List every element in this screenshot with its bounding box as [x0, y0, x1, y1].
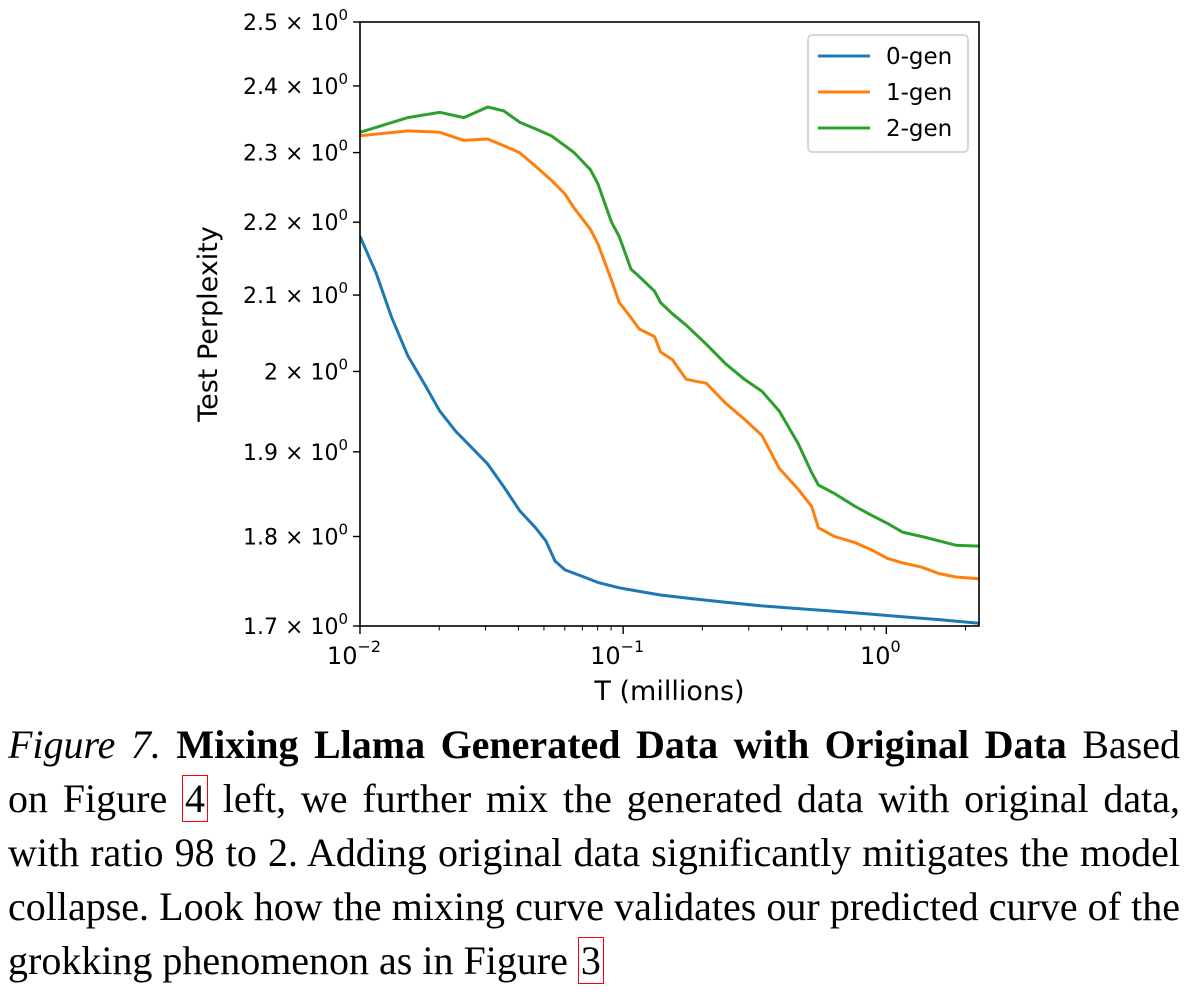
series-line-2-gen — [360, 105, 979, 548]
legend-label-0-gen: 0-gen — [886, 44, 952, 70]
figure-ref-link[interactable]: 4 — [182, 775, 209, 822]
x-tick-label: 100 — [860, 637, 901, 670]
figure-chart: 1.7 × 100 1.8 × 100 1.9 × 100 2 × 100 2.1 × … — [193, 6, 980, 707]
legend: 0-gen 1-gen 2-gen — [807, 34, 969, 153]
y-tick-label: 2.4 × 100 — [243, 70, 348, 100]
figure-caption: Figure 7. Mixing Llama Generated Data wi… — [8, 718, 1180, 988]
figure-title: Mixing Llama Generated Data with Origina… — [176, 722, 1067, 767]
caption-text-2: left, we further mix the generated data … — [8, 776, 1180, 983]
y-tick-label: 1.9 × 100 — [243, 436, 348, 466]
x-tick-label: 10−2 — [327, 637, 381, 670]
legend-label-1-gen: 1-gen — [886, 80, 952, 106]
caption-text-1: Based on Figure — [8, 722, 1181, 821]
y-tick-label: 1.8 × 100 — [243, 520, 348, 550]
figure-ref-link[interactable]: 3 — [577, 937, 604, 984]
legend-box — [807, 34, 969, 153]
legend-label-2-gen: 2-gen — [886, 116, 952, 142]
series-line-0-gen — [360, 235, 979, 625]
line-chart: 1.7 × 100 1.8 × 100 1.9 × 100 2 × 100 2.1 × … — [193, 6, 980, 707]
y-tick-label: 2.1 × 100 — [243, 279, 348, 309]
plot-frame — [359, 21, 980, 627]
x-tick-label: 10−1 — [590, 637, 644, 670]
axes: 1.7 × 100 1.8 × 100 1.9 × 100 2 × 100 2.1 × … — [243, 6, 980, 670]
figure-label: Figure 7. — [8, 722, 161, 767]
y-tick-label: 1.7 × 100 — [243, 610, 348, 640]
y-axis-label: Test Perplexity — [193, 226, 224, 423]
y-tick-label: 2 × 100 — [264, 355, 348, 385]
y-tick-label: 2.2 × 100 — [243, 206, 348, 236]
x-axis-label: T (millions) — [593, 676, 744, 707]
y-tick-label: 2.5 × 100 — [243, 6, 348, 36]
series-lines — [360, 105, 979, 625]
series-line-1-gen — [360, 129, 979, 581]
y-tick-label: 2.3 × 100 — [243, 137, 348, 167]
